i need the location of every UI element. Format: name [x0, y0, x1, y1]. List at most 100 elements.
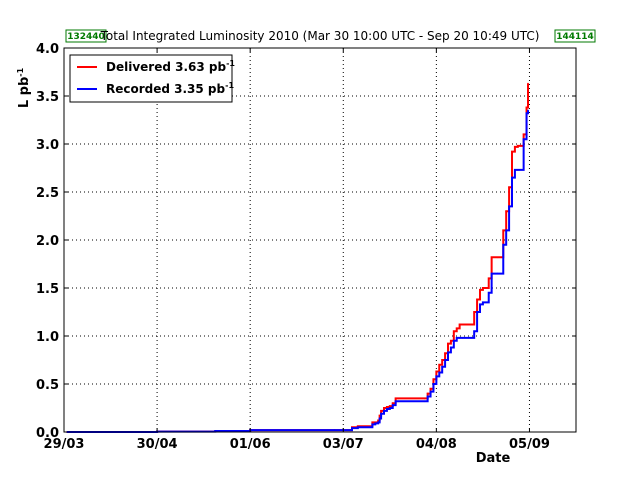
- x-tick-label: 29/03: [44, 437, 85, 452]
- legend-label-recorded: Recorded 3.35 pb-1: [106, 81, 234, 96]
- data-point: [461, 323, 464, 326]
- data-point: [380, 412, 382, 415]
- run-badge-end: 144114: [554, 29, 596, 43]
- data-point: [514, 169, 516, 171]
- data-point: [380, 410, 382, 412]
- y-tick-label: 1.5: [36, 282, 59, 297]
- series-recorded: [66, 109, 529, 433]
- data-point: [435, 375, 438, 378]
- x-tick-label: 05/09: [509, 437, 550, 452]
- x-tick-labels: 29/03 30/04 01/06 03/07 04/08 05/09: [44, 437, 550, 452]
- data-point: [426, 395, 429, 398]
- data-point: [502, 244, 505, 246]
- y-tick-label: 3.5: [36, 90, 59, 105]
- ticks: [63, 47, 576, 433]
- data-point: [397, 397, 400, 400]
- data-point: [458, 323, 461, 326]
- data-point: [438, 371, 441, 374]
- data-point: [447, 351, 449, 354]
- data-point: [479, 289, 481, 291]
- data-point: [391, 402, 394, 405]
- data-point: [525, 106, 528, 109]
- data-point: [476, 311, 478, 313]
- data-point: [461, 337, 464, 339]
- data-point: [397, 400, 400, 403]
- y-tick-label: 1.0: [36, 330, 59, 345]
- data-point: [391, 404, 394, 406]
- data-point: [333, 429, 336, 431]
- data-point: [444, 359, 446, 361]
- data-point: [496, 272, 499, 275]
- data-point: [511, 150, 513, 153]
- data-point: [476, 298, 478, 301]
- chart-title: Total Integrated Luminosity 2010 (Mar 30…: [100, 29, 540, 43]
- data-point: [378, 417, 381, 420]
- y-axis-label: L pb-1: [16, 67, 32, 108]
- data-point: [517, 169, 519, 171]
- data-point: [450, 346, 452, 349]
- data-point: [527, 109, 529, 112]
- y-axis-label-sup: -1: [16, 67, 25, 76]
- data-point: [389, 407, 391, 409]
- data-point: [487, 277, 490, 280]
- run-badge-end-label: 144114: [556, 32, 594, 42]
- data-point: [487, 292, 490, 294]
- data-point: [432, 383, 435, 385]
- data-point: [453, 330, 455, 333]
- data-point: [479, 303, 481, 306]
- data-point: [351, 427, 353, 429]
- data-point: [473, 311, 475, 313]
- data-point: [522, 138, 525, 140]
- data-point: [423, 400, 426, 403]
- data-point: [455, 337, 458, 339]
- data-point: [394, 400, 397, 403]
- data-point: [438, 364, 441, 366]
- data-point: [426, 392, 429, 395]
- x-tick-label: 04/08: [416, 437, 457, 452]
- data-point: [508, 186, 510, 188]
- data-point: [522, 133, 525, 136]
- run-badge-start: 132440: [65, 29, 107, 43]
- data-point: [473, 330, 475, 333]
- y-tick-label: 0.5: [36, 378, 59, 393]
- data-point: [394, 397, 397, 400]
- data-point: [453, 340, 455, 342]
- data-point: [386, 406, 388, 408]
- legend-box: [69, 54, 233, 103]
- data-point: [482, 287, 484, 289]
- data-point: [389, 405, 391, 407]
- data-point: [383, 410, 385, 412]
- y-tick-label: 2.5: [36, 186, 59, 201]
- y-tick-label: 2.0: [36, 234, 59, 249]
- y-tick-label: 4.0: [36, 42, 59, 57]
- data-point: [511, 176, 513, 179]
- data-point: [357, 426, 359, 429]
- data-point: [423, 397, 426, 400]
- x-tick-label: 03/07: [323, 437, 364, 452]
- data-point: [371, 421, 374, 424]
- data-point: [444, 352, 446, 355]
- data-point: [447, 342, 449, 345]
- data-point: [458, 337, 461, 339]
- data-point: [378, 414, 381, 417]
- data-point: [429, 390, 432, 393]
- x-axis-label: Date: [476, 451, 511, 466]
- data-point: [441, 359, 443, 361]
- data-point: [505, 210, 507, 212]
- data-point: [429, 388, 432, 390]
- data-point: [527, 82, 529, 85]
- data-point: [383, 407, 385, 409]
- data-point: [450, 340, 452, 342]
- data-point: [517, 145, 519, 147]
- data-point: [525, 112, 528, 115]
- data-point: [505, 229, 507, 232]
- run-badge-start-label: 132440: [67, 32, 105, 42]
- data-point: [514, 146, 516, 148]
- data-point: [377, 421, 379, 424]
- x-tick-label: 30/04: [137, 437, 178, 452]
- data-point: [214, 430, 217, 432]
- data-point: [371, 423, 374, 426]
- data-point: [490, 272, 493, 275]
- data-point: [490, 256, 493, 259]
